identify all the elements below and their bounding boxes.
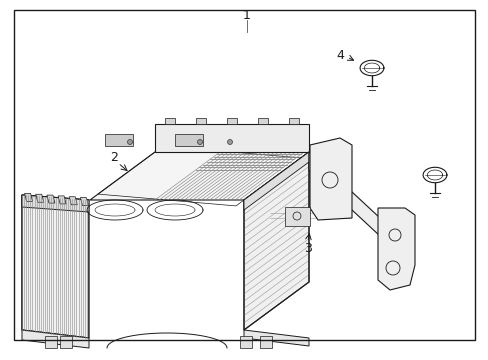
Polygon shape bbox=[47, 195, 55, 203]
Polygon shape bbox=[226, 118, 237, 124]
Polygon shape bbox=[105, 134, 133, 146]
Polygon shape bbox=[257, 118, 267, 124]
Polygon shape bbox=[45, 336, 57, 348]
Polygon shape bbox=[90, 152, 308, 200]
Polygon shape bbox=[22, 195, 89, 212]
Polygon shape bbox=[285, 207, 309, 226]
Polygon shape bbox=[24, 193, 33, 201]
Polygon shape bbox=[377, 208, 414, 290]
Polygon shape bbox=[260, 336, 271, 348]
Text: 2: 2 bbox=[110, 150, 118, 163]
Circle shape bbox=[197, 140, 202, 144]
Polygon shape bbox=[196, 118, 206, 124]
Polygon shape bbox=[309, 138, 351, 220]
Polygon shape bbox=[60, 336, 72, 348]
Text: 1: 1 bbox=[243, 9, 250, 22]
Polygon shape bbox=[155, 124, 308, 152]
Circle shape bbox=[127, 140, 132, 144]
Polygon shape bbox=[22, 330, 89, 348]
Polygon shape bbox=[36, 194, 43, 202]
Polygon shape bbox=[80, 198, 88, 206]
Polygon shape bbox=[165, 118, 175, 124]
Polygon shape bbox=[22, 195, 89, 338]
Polygon shape bbox=[244, 330, 308, 346]
Text: 3: 3 bbox=[304, 242, 311, 255]
Circle shape bbox=[227, 140, 232, 144]
Polygon shape bbox=[69, 197, 77, 205]
Polygon shape bbox=[244, 152, 308, 210]
Text: 4: 4 bbox=[335, 49, 343, 62]
Polygon shape bbox=[240, 336, 251, 348]
Polygon shape bbox=[244, 152, 308, 330]
Polygon shape bbox=[288, 118, 298, 124]
Polygon shape bbox=[58, 196, 66, 204]
Polygon shape bbox=[308, 152, 379, 236]
Polygon shape bbox=[175, 134, 203, 146]
